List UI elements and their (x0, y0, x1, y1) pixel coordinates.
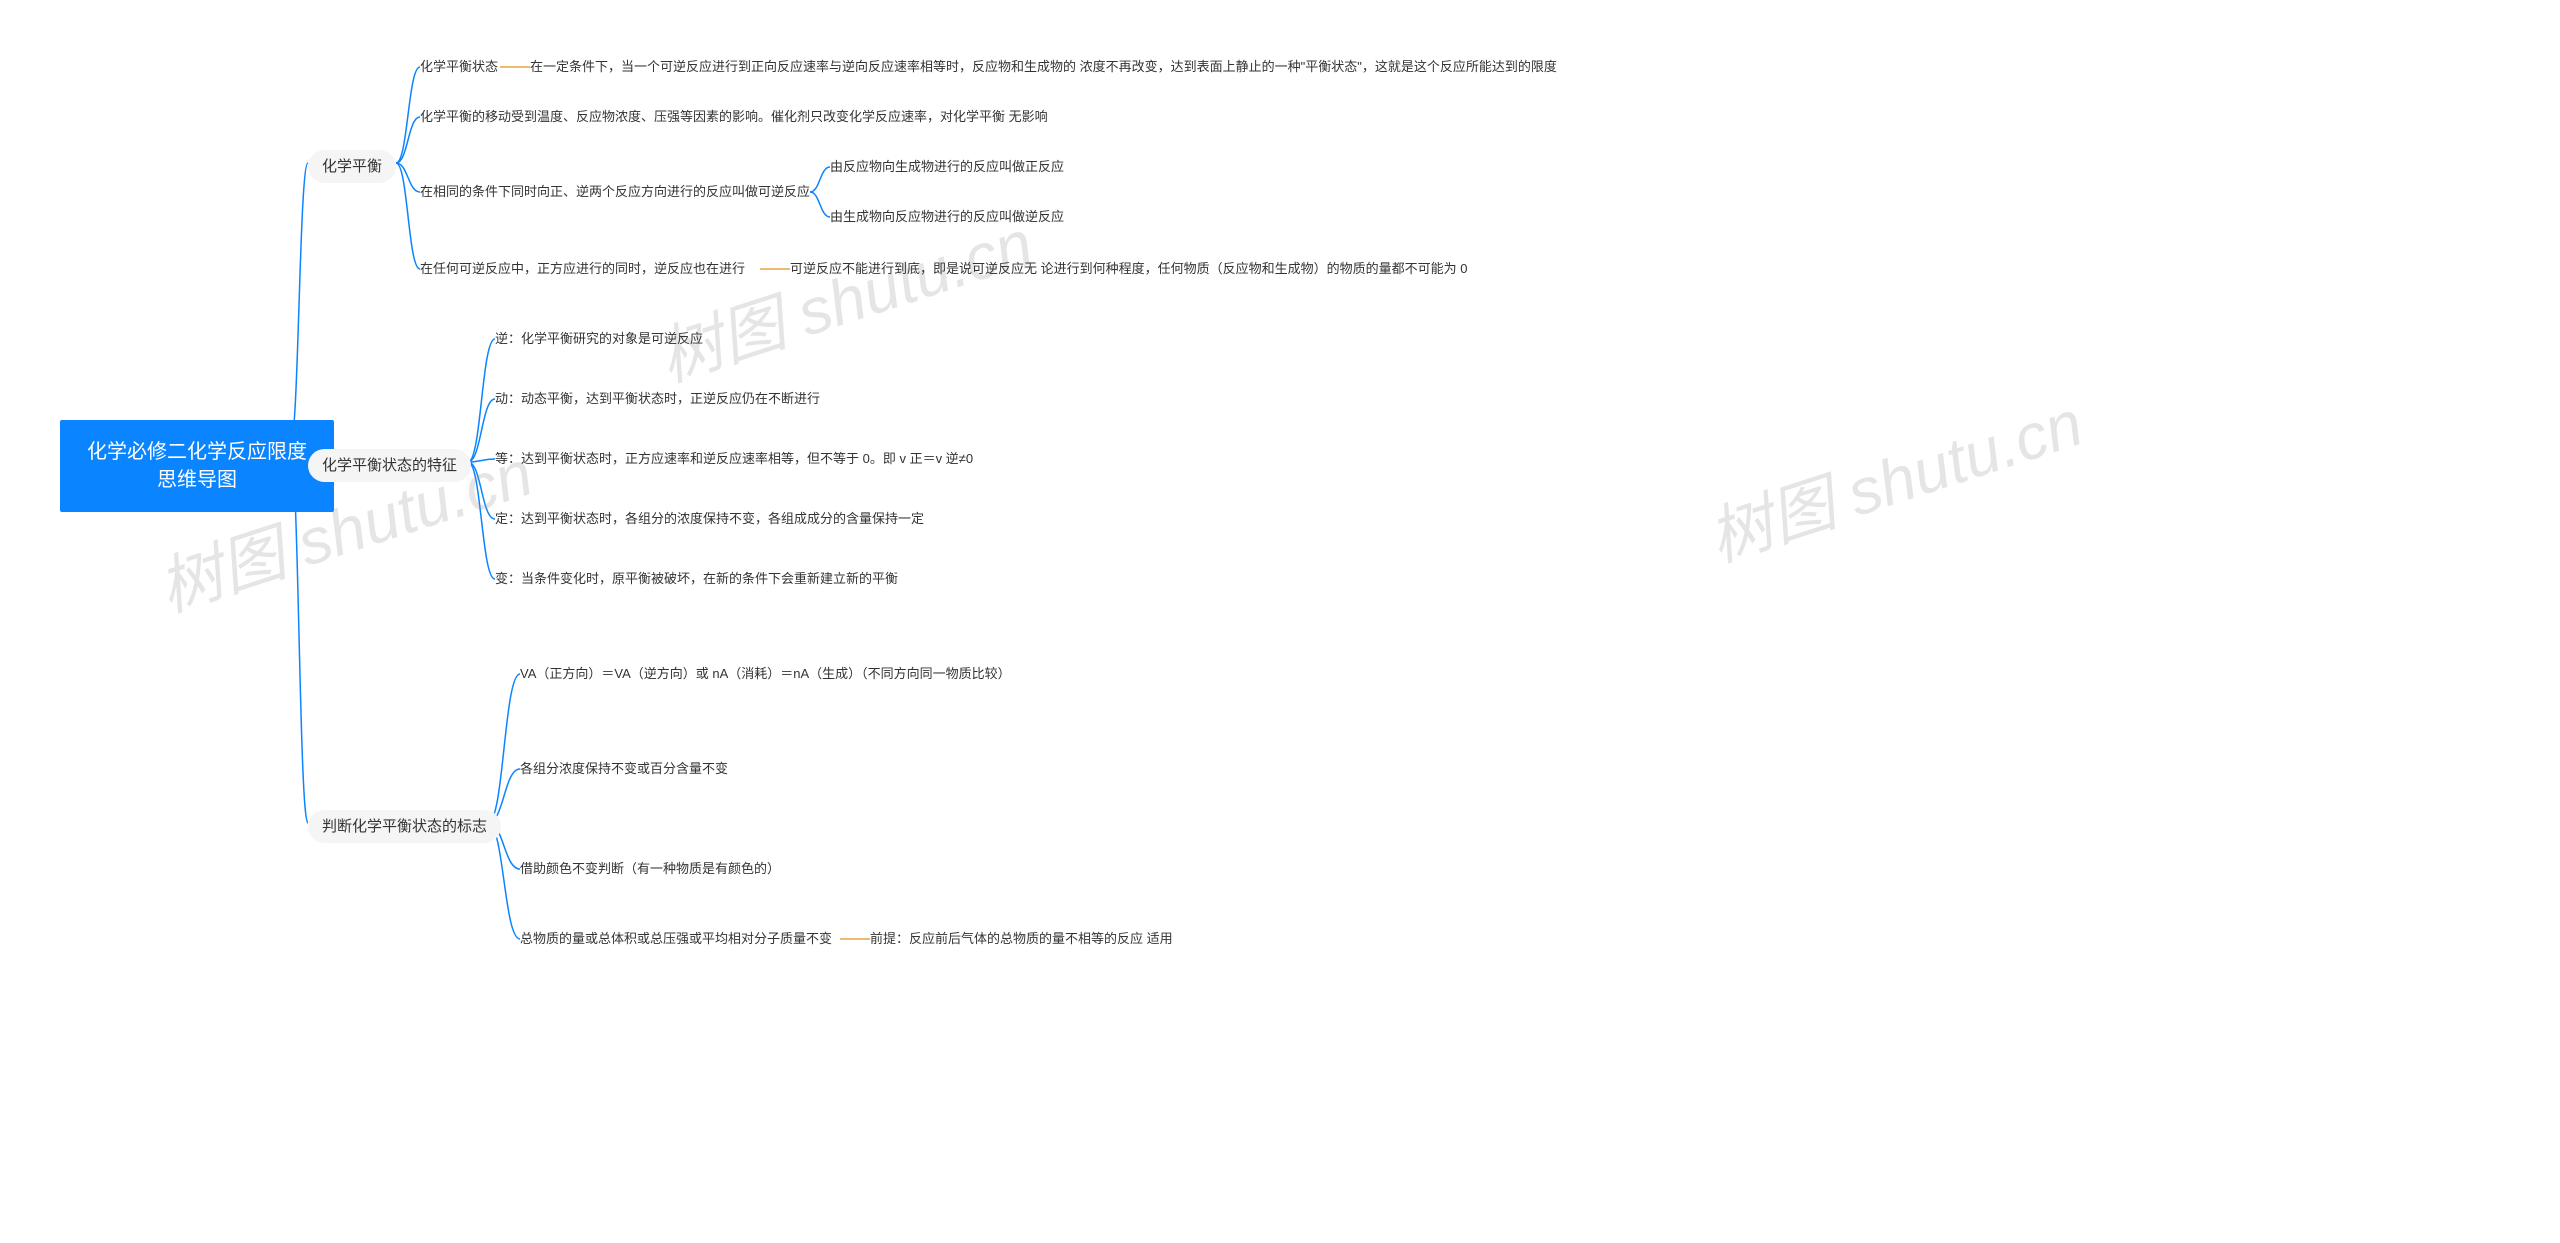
connector-layer (0, 0, 2560, 1243)
leaf-node[interactable]: 化学平衡的移动受到温度、反应物浓度、压强等因素的影响。催化剂只改变化学反应速率，… (420, 108, 1048, 126)
branch-chemical-equilibrium[interactable]: 化学平衡 (308, 150, 396, 183)
leaf-node[interactable]: 变：当条件变化时，原平衡被破坏，在新的条件下会重新建立新的平衡 (495, 570, 898, 588)
leaf-node[interactable]: 由反应物向生成物进行的反应叫做正反应 (830, 158, 1064, 176)
leaf-node[interactable]: VA（正方向）＝VA（逆方向）或 nA（消耗）＝nA（生成）（不同方向同一物质比… (520, 665, 1011, 683)
root-node[interactable]: 化学必修二化学反应限度 思维导图 (60, 420, 334, 512)
branch-equilibrium-criteria[interactable]: 判断化学平衡状态的标志 (308, 810, 501, 843)
leaf-node[interactable]: 借助颜色不变判断（有一种物质是有颜色的） (520, 860, 780, 878)
leaf-node[interactable]: 等：达到平衡状态时，正方应速率和逆反应速率相等，但不等于 0。即 v 正＝v 逆… (495, 450, 973, 468)
leaf-node[interactable]: 在相同的条件下同时向正、逆两个反应方向进行的反应叫做可逆反应 (420, 183, 810, 201)
leaf-node[interactable]: 在一定条件下，当一个可逆反应进行到正向反应速率与逆向反应速率相等时，反应物和生成… (530, 58, 1557, 76)
leaf-node[interactable]: 化学平衡状态 (420, 58, 498, 76)
leaf-node[interactable]: 可逆反应不能进行到底，即是说可逆反应无 论进行到何种程度，任何物质（反应物和生成… (790, 260, 1467, 278)
leaf-node[interactable]: 前提：反应前后气体的总物质的量不相等的反应 适用 (870, 930, 1173, 948)
leaf-node[interactable]: 由生成物向反应物进行的反应叫做逆反应 (830, 208, 1064, 226)
root-line1: 化学必修二化学反应限度 (87, 441, 307, 463)
leaf-node[interactable]: 逆：化学平衡研究的对象是可逆反应 (495, 330, 703, 348)
leaf-node[interactable]: 动：动态平衡，达到平衡状态时，正逆反应仍在不断进行 (495, 390, 820, 408)
root-line2: 思维导图 (157, 469, 237, 491)
watermark: 树图 shutu.cn (1695, 372, 2092, 579)
leaf-node[interactable]: 各组分浓度保持不变或百分含量不变 (520, 760, 728, 778)
leaf-node[interactable]: 总物质的量或总体积或总压强或平均相对分子质量不变 (520, 930, 832, 948)
leaf-node[interactable]: 在任何可逆反应中，正方应进行的同时，逆反应也在进行 (420, 260, 745, 278)
leaf-node[interactable]: 定：达到平衡状态时，各组分的浓度保持不变，各组成成分的含量保持一定 (495, 510, 924, 528)
branch-equilibrium-characteristics[interactable]: 化学平衡状态的特征 (308, 449, 471, 482)
mindmap-canvas: 树图 shutu.cn 树图 shutu.cn 树图 shutu.cn 化学必修… (0, 0, 2560, 1243)
